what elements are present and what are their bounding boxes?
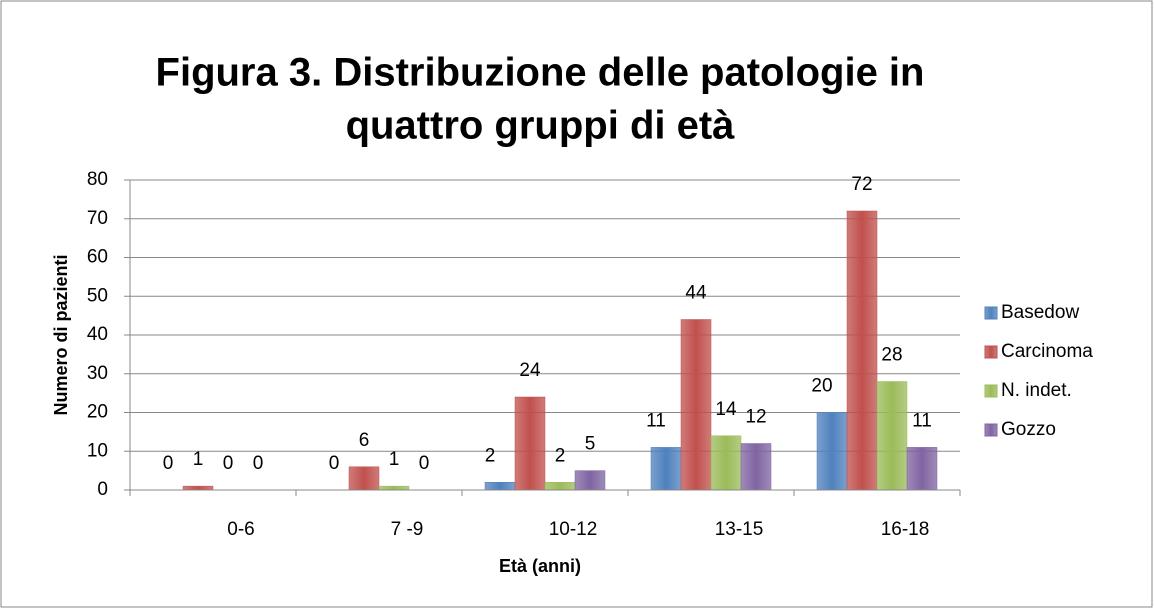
legend-swatch	[984, 384, 998, 398]
data-label: 6	[359, 430, 370, 451]
legend-label: Gozzo	[1001, 419, 1056, 440]
legend-label: Carcinoma	[1001, 341, 1093, 362]
x-tick-label: 7 -9	[391, 519, 424, 540]
data-label: 1	[193, 449, 204, 470]
data-label: 28	[881, 345, 902, 366]
bar	[680, 319, 712, 491]
bar	[710, 435, 742, 491]
legend-swatch	[984, 306, 998, 320]
data-label: 1	[389, 449, 400, 470]
chart-title: quattro gruppi di età	[346, 104, 736, 148]
x-tick-label: 13-15	[715, 519, 764, 540]
data-label: 11	[646, 410, 666, 431]
data-label: 0	[223, 453, 234, 474]
bar	[650, 447, 682, 491]
data-label: 0	[419, 453, 430, 474]
x-tick-label: 16-18	[881, 519, 930, 540]
y-tick-label: 30	[87, 363, 108, 384]
legend-swatch	[984, 423, 998, 437]
chart-title: Figura 3. Distribuzione delle patologie …	[156, 51, 925, 95]
data-label: 5	[585, 434, 596, 455]
bar	[378, 485, 410, 491]
y-axis-title: Numero di pazienti	[51, 254, 71, 415]
bar	[514, 396, 546, 491]
data-label: 72	[851, 174, 872, 195]
y-tick-label: 10	[87, 440, 108, 461]
bar	[876, 381, 908, 491]
legend-label: N. indet.	[1001, 380, 1072, 401]
bar	[740, 443, 772, 491]
data-label: 12	[745, 407, 766, 428]
data-label: 11	[912, 410, 932, 431]
x-tick-label: 0-6	[227, 519, 254, 540]
data-label: 20	[811, 376, 832, 397]
data-label: 2	[485, 445, 496, 466]
data-label: 2	[555, 445, 566, 466]
legend-swatch	[984, 345, 998, 359]
x-tick-label: 10-12	[549, 519, 598, 540]
bar	[574, 470, 606, 491]
bar	[182, 485, 214, 491]
data-label: 0	[329, 453, 340, 474]
bar	[484, 482, 516, 491]
y-tick-label: 70	[87, 208, 108, 229]
y-tick-label: 60	[87, 247, 108, 268]
data-label: 24	[519, 360, 541, 381]
data-label: 0	[253, 453, 264, 474]
y-tick-label: 80	[87, 169, 108, 190]
x-axis-title: Età (anni)	[499, 556, 581, 576]
y-tick-label: 50	[87, 285, 108, 306]
bar	[544, 482, 576, 491]
y-tick-label: 20	[87, 402, 108, 423]
bar	[846, 210, 878, 491]
data-label: 44	[685, 283, 707, 304]
data-label: 14	[715, 399, 737, 420]
bar	[348, 466, 380, 491]
y-tick-label: 40	[87, 324, 108, 345]
data-label: 0	[163, 453, 174, 474]
legend-label: Basedow	[1001, 302, 1079, 323]
bar	[816, 412, 848, 491]
bar	[906, 447, 938, 491]
y-tick-label: 0	[97, 479, 108, 500]
